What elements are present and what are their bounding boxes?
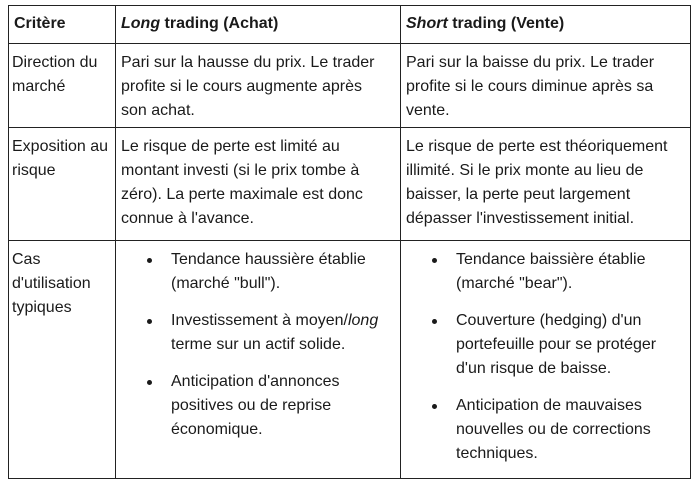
bullet-icon (432, 258, 437, 263)
text-line: baisser, la perte peut largement (406, 186, 631, 203)
header-cell-short: Short trading (Vente) (400, 5, 691, 44)
header-short: Short trading (Vente) (406, 12, 564, 36)
row-market-direction-long: Pari sur la hausse du prix. Le trader pr… (115, 43, 401, 128)
row-risk-label: Exposition au risque (8, 127, 116, 241)
long-use-cases-list: Tendance haussière établie (marché "bull… (147, 248, 379, 455)
text-line: Le risque de perte est théoriquement (406, 138, 668, 155)
text-line: Anticipation d'annonces (171, 373, 340, 390)
bullet-icon (147, 380, 152, 385)
text-line: Pari sur la hausse du prix. Le trader (121, 54, 375, 71)
header-short-rest: trading (Vente) (447, 15, 565, 32)
row-risk-long: Le risque de perte est limité au montant… (115, 127, 401, 241)
list-item: Anticipation d'annonces positives ou de … (147, 370, 378, 442)
text-line: d'un risque de baisse. (456, 360, 612, 377)
text-line: profite si le cours diminue après sa (406, 78, 654, 95)
bullet-icon (147, 258, 152, 263)
header-cell-long: Long trading (Achat) (115, 5, 401, 44)
row-use-cases-label: Cas d'utilisation typiques (8, 240, 116, 479)
text-line: Tendance haussière établie (171, 251, 366, 268)
row-risk-short: Le risque de perte est théoriquement ill… (400, 127, 691, 241)
label-line: risque (12, 162, 56, 179)
list-item: Investissement à moyen/long terme sur un… (147, 309, 379, 357)
text-line: Pari sur la baisse du prix. Le trader (406, 54, 655, 71)
label-line: Cas (12, 251, 41, 268)
text-line: positives ou de reprise (171, 397, 332, 414)
label-line: typiques (12, 299, 72, 316)
text-line: terme sur un actif solide. (171, 336, 346, 353)
text-line: zéro). La perte maximale est donc (121, 186, 363, 203)
label-line: Direction du (12, 54, 98, 71)
bullet-icon (432, 319, 437, 324)
text-line: dépasser l'investissement initial. (406, 210, 635, 227)
label-line: Exposition au (12, 138, 109, 155)
text-line: Le risque de perte est limité au (121, 138, 340, 155)
row-market-direction-short: Pari sur la baisse du prix. Le trader pr… (400, 43, 691, 128)
text-line: (marché "bear"). (456, 275, 573, 292)
text-line: techniques. (456, 445, 538, 462)
text-line: portefeuille pour se protéger (456, 336, 657, 353)
text-line: Anticipation de mauvaises (456, 397, 642, 414)
header-cell-criterion: Critère (8, 5, 116, 44)
row-use-cases-long: Tendance haussière établie (marché "bull… (115, 240, 401, 479)
label-line: marché (12, 78, 66, 95)
header-long: Long trading (Achat) (121, 12, 278, 36)
text-line: Tendance baissière établie (456, 251, 646, 268)
row-use-cases-short: Tendance baissière établie (marché "bear… (400, 240, 691, 479)
text-line: Investissement à moyen/ (171, 312, 348, 329)
text-line: profite si le cours augmente après (121, 78, 363, 95)
header-long-italic: Long (121, 15, 161, 32)
text-line: économique. (171, 421, 263, 438)
text-line: montant investi (si le prix tombe à (121, 162, 360, 179)
text-line: son achat. (121, 102, 195, 119)
text-line: nouvelles ou de corrections (456, 421, 651, 438)
text-line: connue à l'avance. (121, 210, 254, 227)
text-line: (marché "bull"). (171, 275, 281, 292)
text-line: Couverture (hedging) d'un (456, 312, 642, 329)
short-use-cases-list: Tendance baissière établie (marché "bear… (432, 248, 657, 479)
label-line: d'utilisation (12, 275, 91, 292)
list-item: Tendance haussière établie (marché "bull… (147, 248, 378, 296)
bullet-icon (432, 404, 437, 409)
header-long-rest: trading (Achat) (160, 15, 279, 32)
text-line: vente. (406, 102, 450, 119)
row-market-direction-label: Direction du marché (8, 43, 116, 128)
list-item: Tendance baissière établie (marché "bear… (432, 248, 656, 296)
bullet-icon (147, 319, 152, 324)
header-short-italic: Short (406, 15, 448, 32)
text-line: illimité. Si le prix monte au lieu de (406, 162, 644, 179)
italic-word: long (347, 312, 379, 329)
list-item: Anticipation de mauvaises nouvelles ou d… (432, 394, 656, 466)
list-item: Couverture (hedging) d'un portefeuille p… (432, 309, 657, 381)
header-criterion: Critère (14, 15, 66, 32)
